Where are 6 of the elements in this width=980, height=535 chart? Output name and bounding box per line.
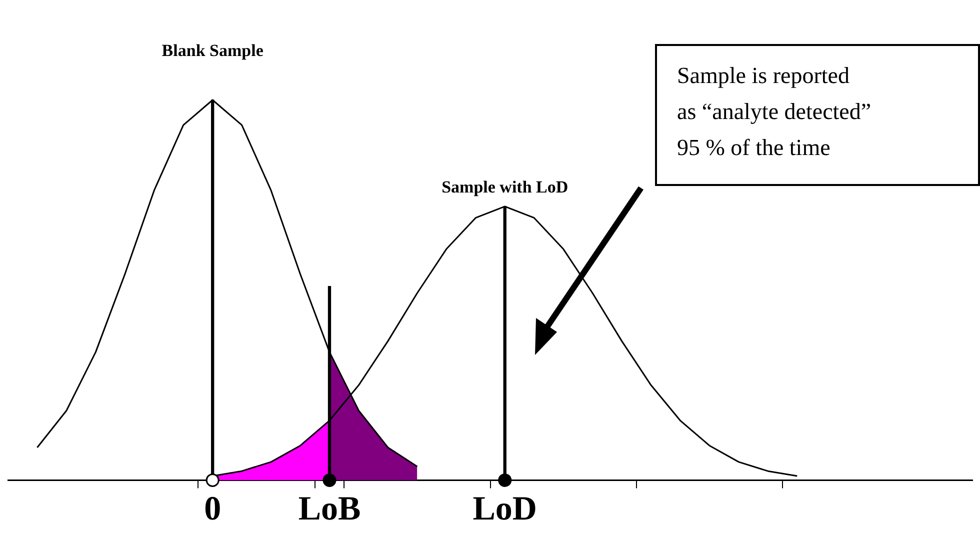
x-tick-label: LoD	[472, 490, 537, 528]
x-tick-label: 0	[204, 490, 222, 528]
annotation: Blank Sample	[162, 40, 264, 60]
annotation: Sample with LoD	[442, 177, 568, 196]
note-box: Sample is reported as “analyte detected” 95 % of the time	[655, 44, 980, 186]
x-tick-label: LoB	[298, 490, 361, 528]
